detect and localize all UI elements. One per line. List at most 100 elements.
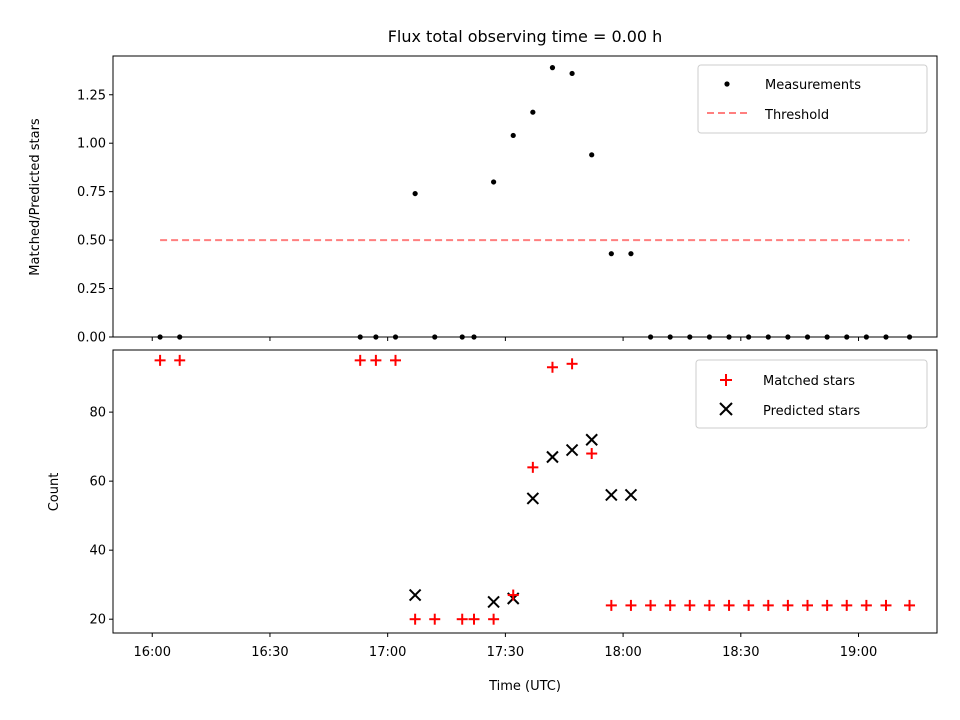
matched-star-point: [762, 599, 774, 611]
matched-star-point: [723, 599, 735, 611]
measurement-point: [432, 334, 438, 340]
measurement-point: [706, 334, 713, 340]
matched-star-point: [527, 461, 539, 473]
measurement-point: [357, 334, 363, 340]
measurement-point: [392, 334, 399, 340]
measurement-point: [412, 190, 418, 197]
matched-star-point: [860, 599, 872, 611]
legend-measurements-label: Measurements: [765, 78, 861, 93]
matched-star-point: [354, 354, 366, 366]
measurement-point: [687, 334, 693, 340]
measurement-point: [844, 334, 850, 340]
x-tick-label: 18:00: [604, 645, 641, 660]
matched-star-point: [782, 599, 794, 611]
predicted-star-point: [526, 492, 540, 505]
measurement-point: [530, 109, 536, 115]
matched-star-point: [507, 589, 519, 601]
matched-star-point: [802, 599, 814, 611]
legend-matched-marker: [720, 374, 732, 386]
matched-star-point: [586, 448, 598, 460]
top-y-ticks: 0.00 0.25 0.50 0.75 1.00 1.25: [77, 88, 113, 346]
matched-star-point: [645, 599, 657, 611]
matched-star-point: [468, 613, 480, 625]
matched-star-point: [743, 599, 755, 611]
measurement-points: [157, 65, 913, 340]
top-y-tick-label: 1.25: [77, 88, 106, 103]
matched-star-point: [684, 599, 696, 611]
x-tick-label: 16:30: [251, 645, 288, 660]
measurement-point: [746, 334, 752, 340]
x-tick-label: 18:30: [722, 645, 759, 660]
matched-stars-points: [154, 354, 916, 625]
matched-star-point: [605, 599, 617, 611]
measurement-point: [647, 334, 654, 340]
matched-star-point: [409, 613, 421, 625]
predicted-star-point: [408, 588, 422, 602]
top-y-tick-label: 0.50: [77, 234, 106, 249]
measurement-point: [785, 334, 791, 340]
predicted-stars-points: [408, 433, 638, 609]
bottom-y-tick-label: 40: [89, 544, 106, 559]
matched-star-point: [429, 613, 441, 625]
matched-star-point: [566, 358, 578, 370]
measurement-point: [667, 334, 673, 340]
x-tick-label: 17:30: [487, 645, 524, 660]
matched-star-point: [456, 613, 468, 625]
bottom-y-tick-label: 20: [89, 613, 106, 628]
measurement-point: [608, 251, 614, 257]
legend-matched-label: Matched stars: [763, 374, 855, 389]
matched-star-point: [174, 354, 186, 366]
top-y-axis-label: Matched/Predicted stars: [28, 118, 43, 276]
bottom-y-ticks: 20 40 60 80: [89, 406, 113, 628]
matched-star-point: [904, 599, 916, 611]
x-tick-label: 16:00: [134, 645, 171, 660]
measurement-point: [510, 132, 516, 139]
x-axis-label: Time (UTC): [488, 679, 561, 694]
matched-star-point: [488, 613, 500, 625]
predicted-star-point: [565, 443, 579, 457]
chart-title: Flux total observing time = 0.00 h: [388, 27, 663, 46]
matched-star-point: [370, 354, 382, 366]
bottom-y-axis-label: Count: [47, 473, 62, 512]
matched-star-point: [880, 599, 892, 611]
predicted-star-point: [585, 433, 598, 446]
matched-star-point: [154, 354, 166, 366]
top-x-ticks: [151, 337, 860, 341]
matched-star-point: [625, 599, 637, 611]
measurement-point: [765, 334, 771, 340]
measurement-point: [863, 334, 869, 340]
matched-star-point: [703, 599, 715, 611]
predicted-star-point: [605, 488, 618, 502]
measurement-point: [569, 70, 575, 77]
bottom-x-ticks: 16:00 16:30 17:00 17:30 18:00 18:30 19:00: [134, 633, 877, 660]
top-legend: Measurements Threshold: [697, 64, 928, 134]
matched-star-point: [546, 361, 558, 373]
measurement-point: [459, 334, 465, 340]
measurement-point: [883, 334, 889, 340]
bottom-legend: Matched stars Predicted stars: [695, 359, 928, 429]
measurement-point: [804, 334, 811, 340]
measurement-point: [491, 179, 497, 185]
measurement-point: [157, 334, 163, 340]
legend-measurements-marker: [724, 81, 730, 87]
bottom-y-tick-label: 60: [89, 475, 106, 490]
measurement-point: [906, 334, 913, 340]
x-tick-label: 19:00: [840, 645, 877, 660]
legend-predicted-label: Predicted stars: [763, 404, 860, 419]
top-y-tick-label: 0.25: [77, 282, 106, 297]
predicted-star-point: [624, 488, 638, 502]
legend-threshold-label: Threshold: [764, 108, 829, 123]
top-y-tick-label: 0.00: [77, 331, 106, 346]
bottom-y-tick-label: 80: [89, 406, 106, 421]
top-y-tick-label: 0.75: [77, 185, 106, 200]
matched-star-point: [664, 599, 676, 611]
matched-star-point: [841, 599, 853, 611]
legend-predicted-marker: [719, 402, 733, 416]
matched-star-point: [390, 354, 402, 366]
measurement-point: [628, 251, 634, 257]
matched-star-point: [821, 599, 833, 611]
predicted-star-point: [487, 595, 500, 609]
predicted-star-point: [546, 450, 559, 464]
